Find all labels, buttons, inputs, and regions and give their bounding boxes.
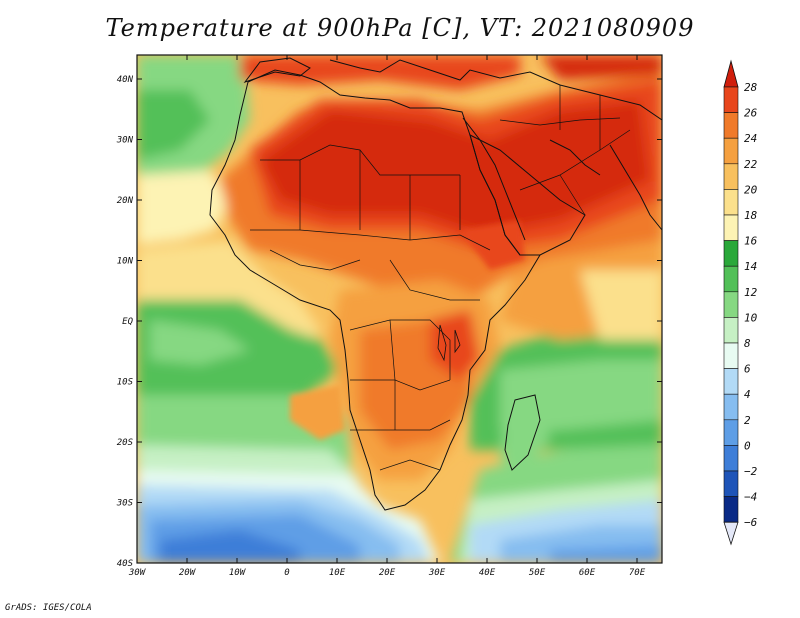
lon-label: 70E xyxy=(629,568,646,578)
credit-label: GrADS: IGES/COLA xyxy=(5,603,92,613)
colorbar-label: 20 xyxy=(744,183,758,196)
lon-label: 0 xyxy=(284,568,289,578)
colorbar-segment xyxy=(723,240,739,267)
lon-label: 50E xyxy=(529,568,546,578)
colorbar-segment xyxy=(723,291,739,318)
colorbar-top-arrow xyxy=(723,59,739,88)
lat-label: 40N xyxy=(117,75,134,85)
colorbar-segment xyxy=(723,342,739,369)
lon-label: 10E xyxy=(329,568,346,578)
lon-label: 10W xyxy=(229,568,247,578)
map-title: Temperature at 900hPa [C], VT: 202108090… xyxy=(105,14,695,42)
colorbar-segment xyxy=(723,496,739,523)
lat-label: 20N xyxy=(117,196,134,206)
colorbar-label: 4 xyxy=(744,388,751,401)
lon-label: 30W xyxy=(128,568,147,578)
lat-label: 20S xyxy=(117,438,134,448)
colorbar-label: 10 xyxy=(744,311,758,324)
colorbar-segment xyxy=(723,419,739,446)
colorbar-segment xyxy=(723,393,739,421)
colorbar-label: 12 xyxy=(744,286,758,299)
longitude-axis: 30W 20W 10W 0 10E 20E 30E 40E 50E 60E 70E xyxy=(128,55,646,578)
colorbar-segment xyxy=(723,470,739,497)
colorbar-label: 28 xyxy=(744,81,758,94)
lon-label: 60E xyxy=(579,568,596,578)
colorbar-segment xyxy=(723,265,739,293)
colorbar-label: −4 xyxy=(744,491,757,504)
colorbar-label: 14 xyxy=(744,260,757,273)
temperature-field xyxy=(137,55,662,563)
colorbar-label: 26 xyxy=(744,107,758,120)
colorbar-bottom-arrow xyxy=(723,521,739,546)
colorbar-segment xyxy=(723,317,739,344)
colorbar-label: 2 xyxy=(744,414,751,427)
coastlines xyxy=(209,57,662,511)
colorbar-label: 8 xyxy=(744,337,751,350)
colorbar-segment xyxy=(723,445,739,472)
colorbar-segment xyxy=(723,137,739,165)
plot-frame xyxy=(136,54,663,564)
colorbar-label: −2 xyxy=(744,465,758,478)
lat-label: 10S xyxy=(117,378,134,388)
lon-label: 40E xyxy=(479,568,496,578)
colorbar-segment xyxy=(723,163,739,190)
lon-label: 20W xyxy=(179,568,197,578)
colorbar-label: 6 xyxy=(744,363,751,376)
colorbar-segment xyxy=(723,214,739,241)
lat-label: 30S xyxy=(116,499,134,509)
colorbar-segment xyxy=(723,86,739,113)
lon-label: 30E xyxy=(428,568,446,578)
colorbar-segment xyxy=(723,112,739,139)
lat-label: EQ xyxy=(122,317,133,327)
colorbar-label: 22 xyxy=(744,158,758,171)
colorbar-segment xyxy=(723,368,739,395)
colorbar-segment xyxy=(723,189,739,216)
colorbar-label: 24 xyxy=(744,132,757,145)
colorbar-label: 16 xyxy=(744,235,758,248)
colorbar-label: −6 xyxy=(744,516,758,529)
latitude-axis: 40N 30N 20N 10N EQ 10S 20S 30S 40S xyxy=(116,75,662,569)
lat-label: 30N xyxy=(116,136,134,146)
lon-label: 20E xyxy=(379,568,396,578)
colorbar-label: 0 xyxy=(744,439,751,452)
lat-label: 40S xyxy=(117,559,134,569)
colorbar-label: 18 xyxy=(744,209,758,222)
lat-label: 10N xyxy=(117,257,134,267)
